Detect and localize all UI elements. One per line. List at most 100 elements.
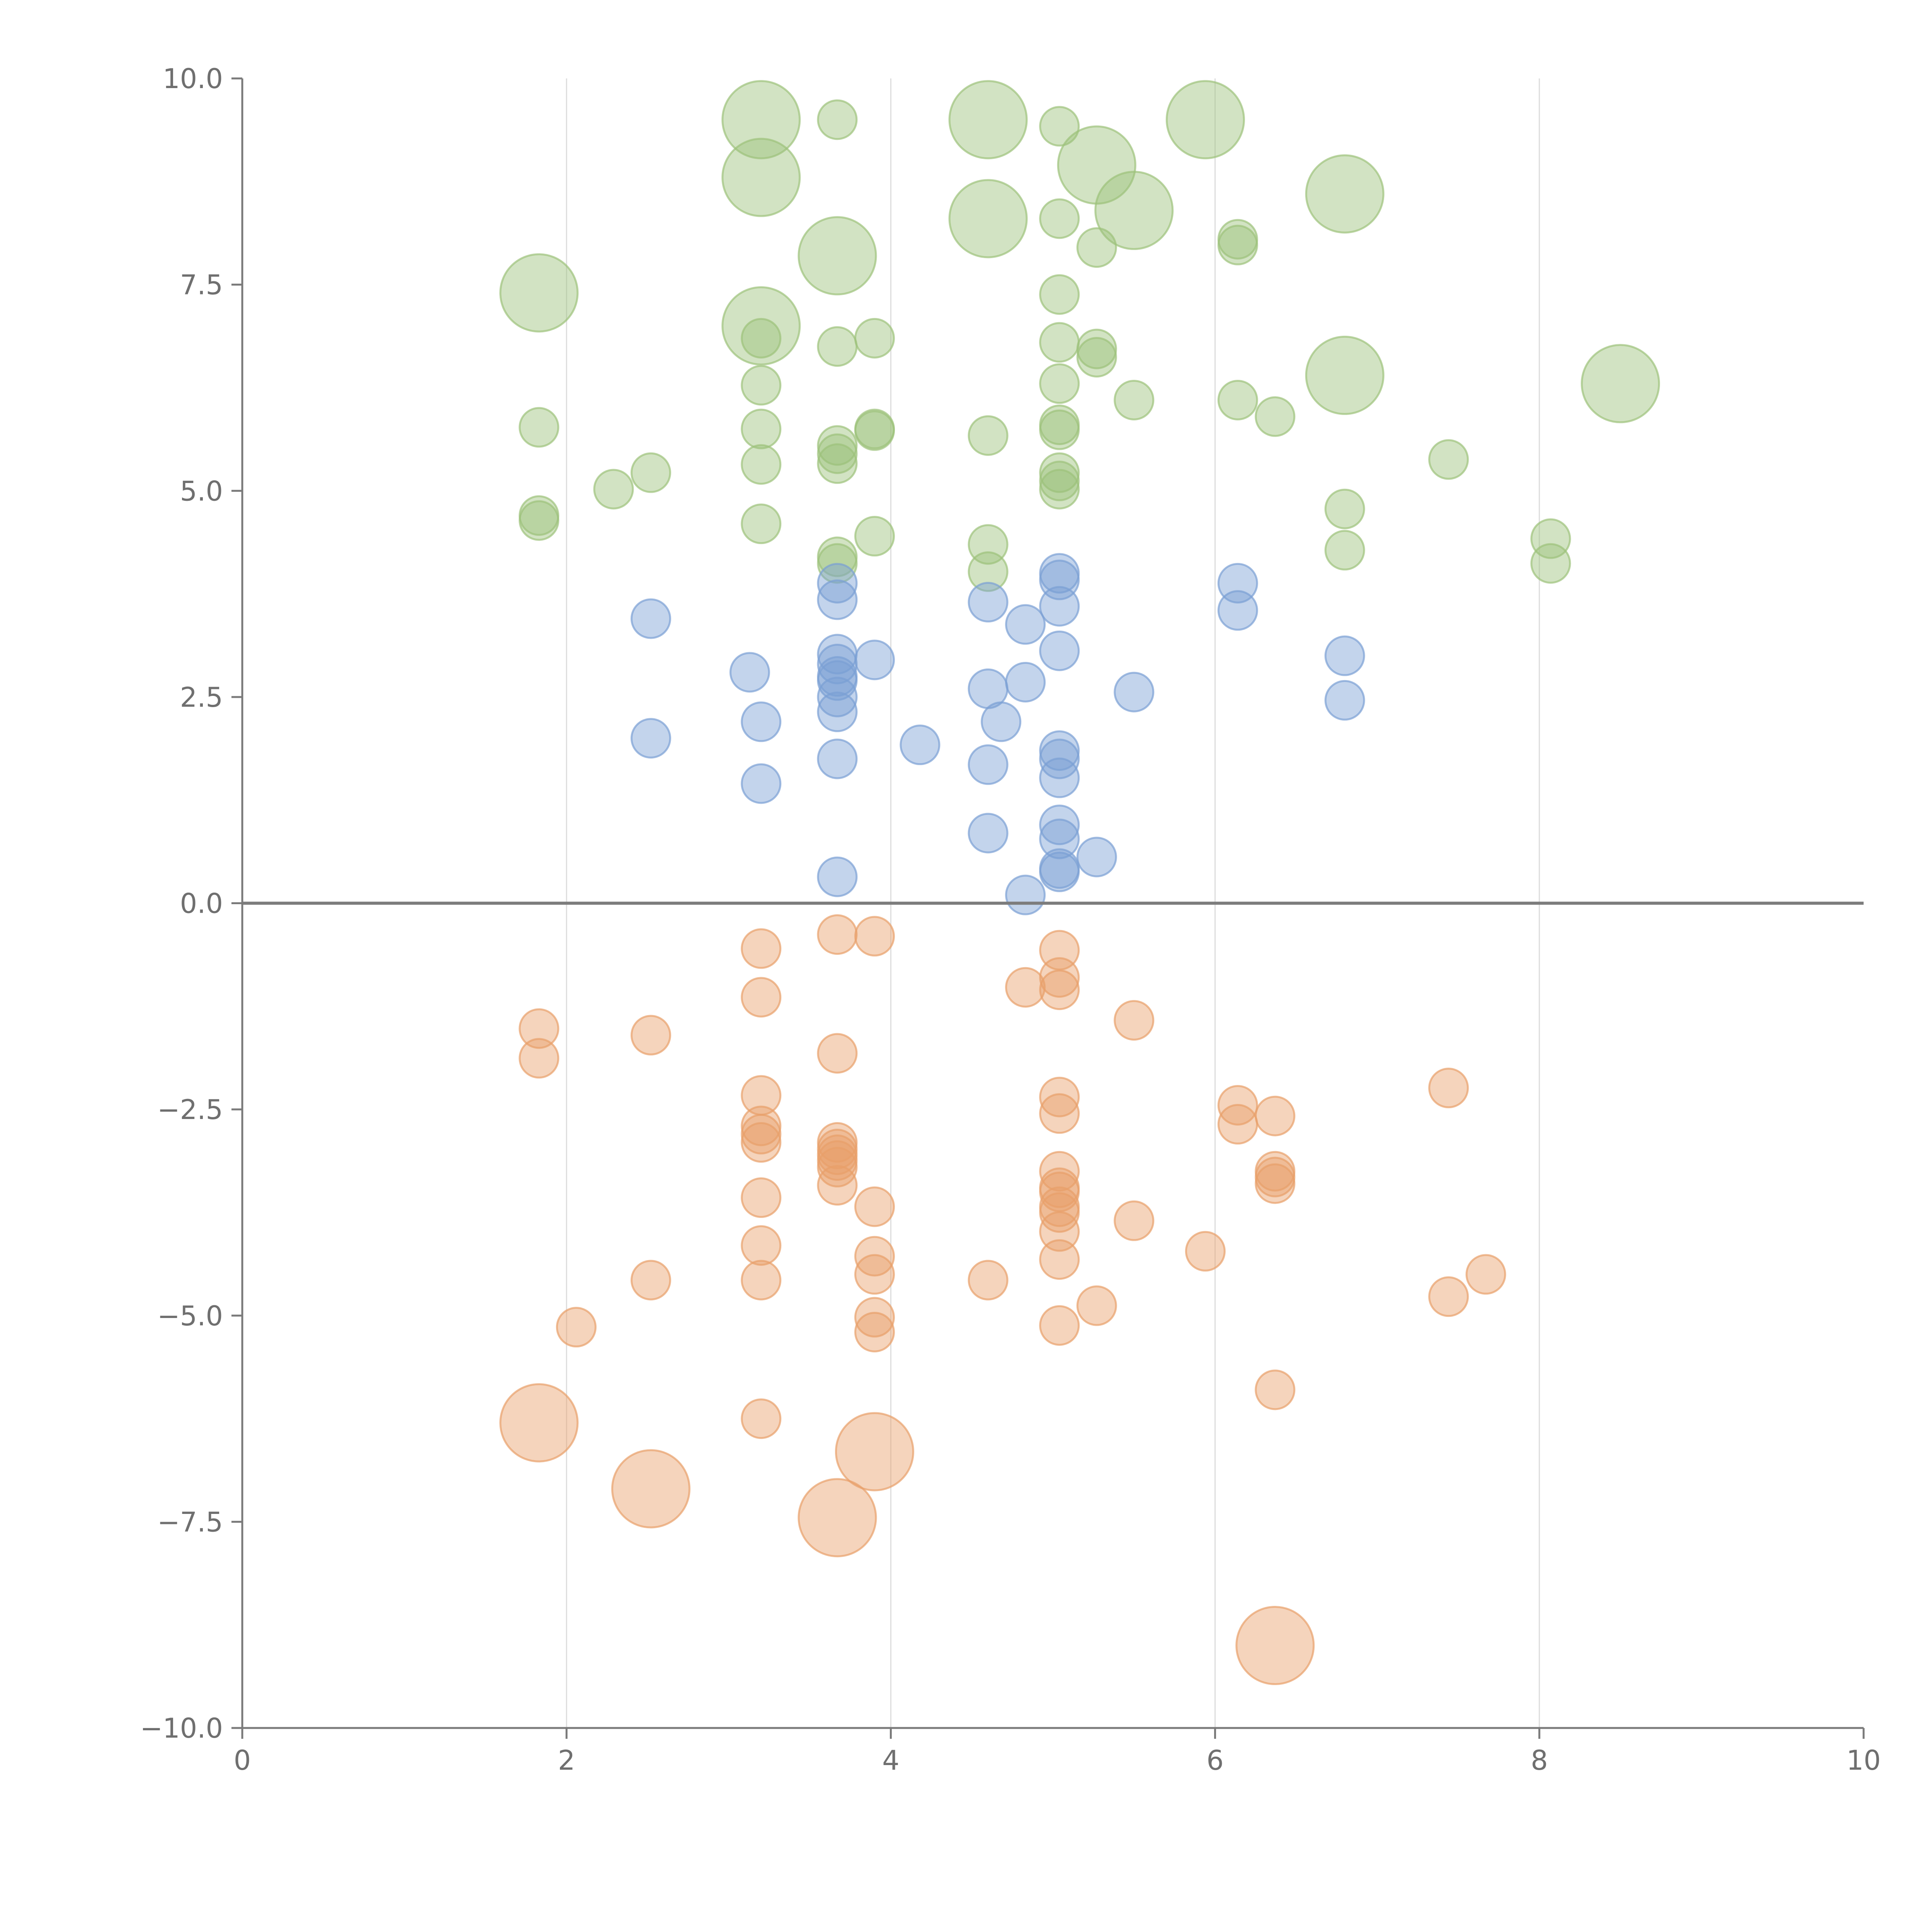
bubble-s0-p7 [1305, 154, 1384, 234]
bubble-s2-p45 [854, 1254, 895, 1295]
bubble-s0-p39 [817, 433, 858, 474]
bubble-s0-p40 [817, 443, 858, 484]
bubble-s2-p60 [611, 1449, 690, 1529]
bubble-s2-p21 [741, 1114, 782, 1155]
x-tick-label-3: 6 [1206, 1745, 1224, 1776]
bubble-s0-p34 [854, 410, 895, 451]
y-tick-label-0: −10.0 [140, 1713, 223, 1744]
bubble-s2-p56 [1255, 1369, 1296, 1410]
bubble-s0-p52 [854, 516, 895, 557]
bubble-s0-p30 [1255, 396, 1296, 437]
bubble-s2-p31 [1255, 1163, 1296, 1204]
bubble-s0-p29 [1217, 379, 1258, 420]
y-tick-label-3: −2.5 [157, 1094, 223, 1126]
bubble-s2-p17 [1039, 1093, 1080, 1134]
bubble-s1-p3 [817, 563, 858, 604]
bubble-s0-p17 [721, 286, 801, 366]
bubble-s0-p5 [721, 138, 801, 217]
bubble-s2-p42 [1185, 1231, 1226, 1272]
bubble-s1-p30 [817, 738, 858, 779]
bubble-s1-p10 [1039, 630, 1080, 671]
bubble-s0-p26 [741, 365, 782, 406]
bubble-s2-p15 [1039, 1077, 1080, 1117]
bubble-s2-p9 [519, 1008, 560, 1049]
bubble-s2-p55 [854, 1311, 895, 1352]
bubble-s1-p14 [1324, 635, 1365, 676]
bubble-s0-p54 [1324, 530, 1365, 571]
bubble-s1-p13 [817, 643, 858, 684]
bubble-s0-p43 [630, 452, 671, 493]
bubble-s2-p58 [499, 1383, 579, 1463]
bubble-s2-p19 [1217, 1104, 1258, 1145]
bubble-s2-p44 [1039, 1239, 1080, 1280]
bubble-s1-p25 [981, 701, 1022, 742]
bubble-s0-p19 [854, 318, 895, 359]
bubble-s0-p27 [1039, 363, 1080, 404]
bubble-s2-p43 [854, 1236, 895, 1277]
bubble-s2-p50 [1428, 1276, 1469, 1317]
bubble-s1-p31 [968, 744, 1009, 785]
bubble-s0-p4 [1165, 80, 1245, 160]
x-tick-label-1: 2 [558, 1745, 575, 1776]
bubble-s0-p16 [1039, 274, 1080, 315]
bubble-s1-p6 [1039, 586, 1080, 627]
bubble-s0-p22 [1076, 328, 1117, 369]
axes: 0 2 4 6 8 10 −10.0 −7.5 −5.0 −2.5 0.0 2.5 5.0 7.5 10.0 [140, 63, 1881, 1776]
bubble-s0-p3 [1039, 106, 1080, 147]
bubble-s2-p10 [630, 1015, 671, 1056]
bubble-s1-p34 [1039, 804, 1080, 845]
bubble-s0-p0 [721, 80, 801, 160]
bubble-s0-p8 [948, 179, 1028, 259]
bubble-s0-p14 [798, 216, 877, 296]
bubble-s2-p48 [630, 1260, 671, 1301]
bubble-s0-p15 [499, 253, 579, 333]
bubble-s0-p38 [817, 425, 858, 466]
y-tick-label-7: 7.5 [180, 269, 223, 301]
y-tick-label-5: 2.5 [180, 682, 223, 713]
bubble-s0-p32 [741, 408, 782, 449]
x-tick-label-0: 0 [234, 1745, 251, 1776]
bubble-s2-p49 [968, 1260, 1009, 1301]
bubble-s0-p20 [817, 326, 858, 367]
bubble-s1-p18 [1005, 662, 1046, 702]
bubble-s2-p29 [1039, 1151, 1080, 1192]
bubble-s0-p55 [1530, 518, 1571, 559]
x-tick-label-5: 10 [1846, 1745, 1881, 1776]
bubble-s0-p49 [519, 500, 560, 541]
bubble-s2-p8 [1114, 1000, 1155, 1041]
bubble-s0-p47 [1039, 469, 1080, 510]
bubble-s0-p28 [1114, 379, 1155, 420]
bubble-s2-p13 [1428, 1068, 1469, 1109]
bubble-s0-p36 [1039, 409, 1080, 450]
bubble-s2-p62 [1235, 1606, 1315, 1685]
bubble-s2-p27 [817, 1147, 858, 1188]
bubble-s1-p5 [968, 582, 1009, 622]
bubble-s1-p12 [854, 639, 895, 680]
bubble-s0-p31 [519, 407, 560, 448]
bubble-s1-p39 [1039, 851, 1080, 892]
bubble-s2-p2 [741, 928, 782, 969]
bubble-s0-p51 [741, 503, 782, 544]
bubble-s1-p26 [630, 718, 671, 759]
bubble-s1-p36 [1039, 818, 1080, 859]
bubble-s0-p42 [1428, 439, 1469, 480]
bubble-s2-p59 [835, 1412, 914, 1492]
bubble-s1-p21 [817, 677, 858, 718]
bubble-s0-p21 [1039, 322, 1080, 363]
bubble-s0-p24 [1305, 335, 1384, 415]
bubble-s0-p13 [1217, 224, 1258, 265]
bubble-s2-p41 [741, 1225, 782, 1266]
bubble-s2-p46 [1465, 1254, 1506, 1295]
bubble-s1-p22 [1324, 680, 1365, 721]
bubble-s2-p5 [1005, 967, 1046, 1008]
bubble-s0-p1 [817, 99, 858, 140]
bubble-s2-p1 [854, 916, 895, 957]
bubble-s2-p47 [741, 1260, 782, 1301]
bubble-s1-p35 [968, 813, 1009, 854]
bubble-s2-p40 [1039, 1211, 1080, 1252]
bubble-s0-p44 [593, 469, 634, 510]
bubble-s2-p22 [741, 1122, 782, 1163]
bubble-s2-p53 [1039, 1305, 1080, 1346]
bubble-s2-p4 [1039, 957, 1080, 998]
bubble-s2-p20 [741, 1105, 782, 1146]
